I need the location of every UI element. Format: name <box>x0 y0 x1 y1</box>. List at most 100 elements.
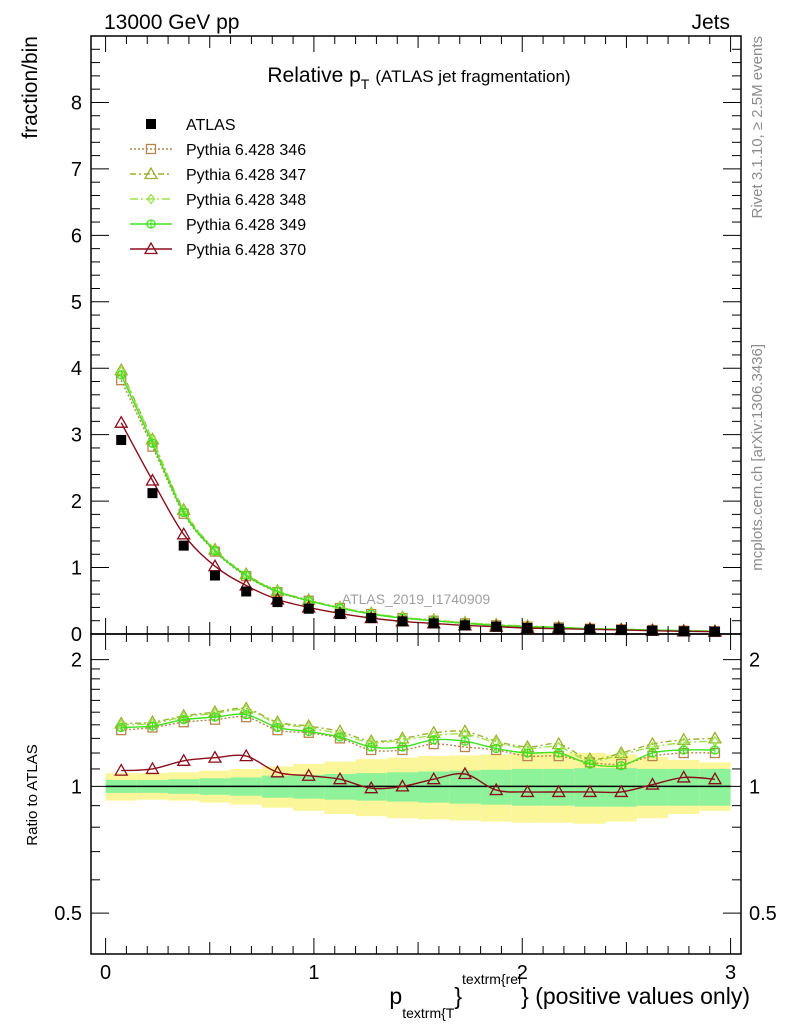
ratio-series-5-point <box>676 770 691 783</box>
ratio-series-4-point <box>335 732 345 742</box>
legend-label-5: Pythia 6.428 370 <box>186 242 306 259</box>
ratio-series-5-point <box>239 748 254 762</box>
legend-item-1: Pythia 6.428 346 <box>130 142 306 159</box>
ratio-stat-band <box>543 768 575 806</box>
mcplots-credit-label: mcplots.cern.ch [arXiv:1306.3436] <box>749 344 766 571</box>
main-data-points <box>116 434 720 637</box>
legend-item-4: Pythia 6.428 349 <box>130 217 306 234</box>
ratio-stat-band <box>574 768 606 807</box>
xlabel-sup: textrm{rel <box>462 971 521 987</box>
legend-label-1: Pythia 6.428 346 <box>186 142 306 159</box>
ratio-series-3-point <box>616 748 626 761</box>
ratio-series-4-point <box>710 745 720 755</box>
legend-label-3: Pythia 6.428 348 <box>186 192 306 209</box>
ratio-series-5-point <box>395 779 410 792</box>
data-point <box>491 621 502 632</box>
data-point <box>428 618 439 629</box>
legend-marker-5 <box>143 241 159 255</box>
x-tick-label: 0 <box>100 962 111 984</box>
ratio-series-5-point <box>176 753 191 766</box>
header-left-label: 13000 GeV pp <box>104 11 239 34</box>
x-tick-label: 1 <box>308 962 319 984</box>
ratio-series-4-point <box>241 710 251 720</box>
main-series-4-point <box>210 546 220 556</box>
ratio-stat-band <box>480 769 512 805</box>
x-axis-label: ptextrm{T}textrm{rel} (positive values o… <box>389 971 750 1021</box>
data-point <box>178 540 189 551</box>
ratio-y-tick-label: 1 <box>71 776 82 798</box>
ratio-series-5-point <box>207 750 223 763</box>
watermark-label: ATLAS_2019_I1740909 <box>342 591 491 607</box>
main-series-4-point <box>147 438 158 448</box>
legend-item-data: ATLAS <box>146 117 236 134</box>
ratio-series-4-point <box>272 722 283 733</box>
main-series-4-point <box>179 507 189 518</box>
data-point <box>459 620 470 631</box>
ratio-series-4-point <box>460 736 470 746</box>
ratio-series-5-point <box>614 784 629 798</box>
legend-item-3: Pythia 6.428 348 <box>130 192 306 209</box>
ratio-series-2-point <box>395 731 410 744</box>
ratio-series-5-point <box>332 771 348 785</box>
title-sub-text: T <box>361 76 370 92</box>
ratio-series-5-point <box>364 780 379 794</box>
main-y-tick-label: 2 <box>71 491 82 513</box>
main-y-tick-label: 4 <box>71 358 82 380</box>
ratio-series-5-point <box>301 768 316 781</box>
legend-data-marker <box>146 119 156 129</box>
data-point <box>522 623 533 634</box>
ratio-series-5-point <box>551 784 566 798</box>
legend-data-label: ATLAS <box>186 117 236 134</box>
main-y-tick-label: 3 <box>71 425 82 447</box>
data-point <box>647 625 658 636</box>
ratio-series-2-point <box>457 724 473 737</box>
axes-group: 0 1 2 3 4 5 6 7 8 0.5 0.5 1 1 2 2 0 1 2 3 <box>54 36 777 984</box>
ratio-y-tick-label-right: 1 <box>749 776 760 798</box>
legend-label-2: Pythia 6.428 347 <box>186 167 306 184</box>
main-y-tick-label: 1 <box>71 558 82 580</box>
ratio-series-5-point <box>426 771 441 785</box>
data-point <box>678 626 689 637</box>
main-y-tick-label: 8 <box>71 92 82 114</box>
main-y-tick-label: 5 <box>71 292 82 314</box>
ratio-series-line-4 <box>121 713 716 768</box>
ratio-y-tick-label: 0.5 <box>54 903 82 925</box>
main-series-4-point <box>116 370 126 380</box>
header-right-label: Jets <box>691 11 730 34</box>
data-point <box>272 597 283 608</box>
ratio-series-4-point <box>147 721 158 731</box>
data-point <box>116 434 127 445</box>
ratio-series-2-point <box>614 745 629 759</box>
ratio-series-5-point <box>114 763 129 776</box>
main-series-5-point <box>145 473 160 486</box>
ratio-series-4-point <box>429 735 439 745</box>
data-point <box>209 570 220 581</box>
ratio-series-5-point <box>707 771 723 785</box>
ratio-series-4-point <box>179 715 189 725</box>
ratio-series-4-point <box>616 760 626 771</box>
ratio-series-5-point <box>457 766 473 780</box>
data-point <box>241 586 252 597</box>
data-point <box>397 616 408 627</box>
legend-item-2: Pythia 6.428 347 <box>130 166 306 184</box>
ratio-series-5-point <box>270 764 285 778</box>
ratio-plot-frame <box>90 633 742 955</box>
x-tick-label: 2 <box>517 962 528 984</box>
ratio-series-group <box>114 701 723 798</box>
ratio-series-4-point <box>679 745 689 755</box>
ratio-series-4-point <box>397 742 408 752</box>
legend-marker-1 <box>145 143 157 155</box>
ratio-y-axis-label: Ratio to ATLAS <box>24 744 41 845</box>
main-series-5-point <box>114 415 129 428</box>
data-point <box>366 613 377 624</box>
main-y-tick-label: 0 <box>71 624 82 646</box>
ratio-series-4-point <box>491 743 501 754</box>
main-series-5-point <box>176 527 191 540</box>
xlabel-rest: } (positive values only) <box>521 983 750 1009</box>
ratio-series-2 <box>114 701 723 765</box>
ratio-series-4-point <box>585 759 595 769</box>
data-point <box>303 603 314 614</box>
x-tick-label: 3 <box>725 962 736 984</box>
ratio-series-4-point <box>522 748 533 758</box>
